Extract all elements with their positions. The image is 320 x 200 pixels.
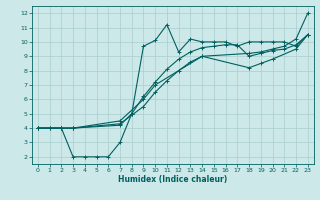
X-axis label: Humidex (Indice chaleur): Humidex (Indice chaleur) bbox=[118, 175, 228, 184]
